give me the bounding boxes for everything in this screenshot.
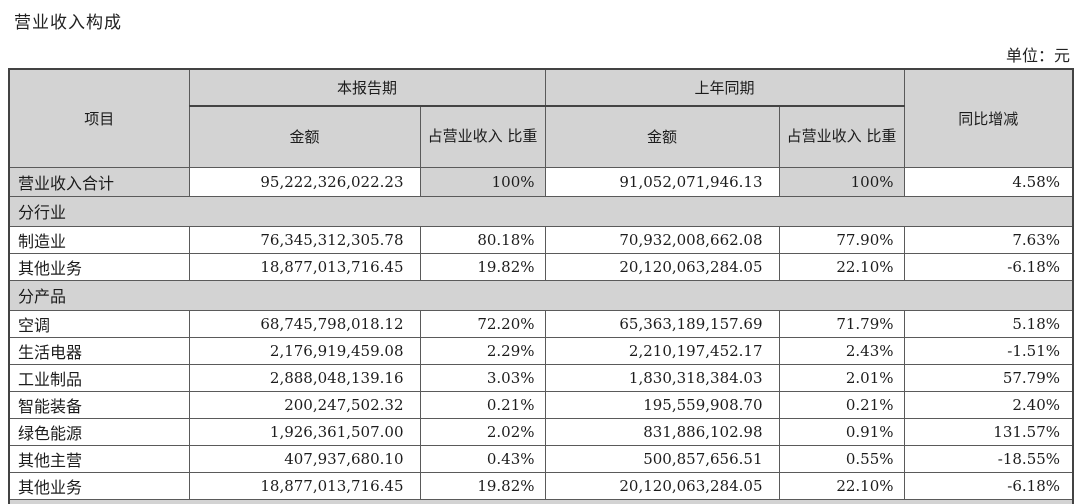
yoy-cell: 4.58% [903, 166, 1074, 197]
table-row: 绿色能源 1,926,361,507.00 2.02% 831,886,102.98 0… [8, 417, 1074, 446]
table-row: 制造业 76,345,312,305.78 80.18% 70,932,008,662… [8, 225, 1074, 254]
current-pct-cell: 80.18% [419, 225, 546, 254]
yoy-cell: 57.79% [903, 363, 1074, 392]
table-row: 其他业务 18,877,013,716.45 19.82% 20,120,063,28… [8, 471, 1074, 500]
current-pct-cell: 19.82% [419, 252, 546, 281]
yoy-cell: -6.18% [903, 471, 1074, 500]
section-label [8, 498, 1074, 504]
section-row: 分产品 [8, 279, 1074, 311]
unit-label: 单位：元 [1005, 46, 1070, 65]
prior-pct-cell: 2.01% [778, 363, 905, 392]
current-amount-cell: 200,247,502.32 [188, 390, 421, 419]
prior-amount-cell: 1,830,318,384.03 [544, 363, 780, 392]
row-label: 其他业务 [8, 252, 190, 281]
header-item: 项目 [8, 68, 190, 168]
section-row [8, 498, 1074, 504]
current-pct-cell: 100% [419, 166, 546, 197]
header-row-sub: 金额 占营业收入 比重 金额 占营业收入 比重 [9, 105, 1073, 168]
row-label: 制造业 [8, 225, 190, 254]
row-label: 营业收入合计 [8, 166, 190, 197]
table-header: 项目 本报告期 上年同期 同比增减 金额 占营业收入 比重 金额 占营业收入 比… [8, 68, 1074, 168]
prior-pct-cell: 100% [778, 166, 905, 197]
yoy-cell: 5.18% [903, 309, 1074, 338]
header-prior-period: 上年同期 [544, 68, 905, 107]
current-pct-cell: 72.20% [419, 309, 546, 338]
page-title: 营业收入构成 [14, 13, 122, 33]
current-amount-cell: 76,345,312,305.78 [188, 225, 421, 254]
current-pct-cell: 2.02% [419, 417, 546, 446]
row-label: 其他主营 [8, 444, 190, 473]
table-row: 生活电器 2,176,919,459.08 2.29% 2,210,197,452.1… [8, 336, 1074, 365]
prior-amount-cell: 831,886,102.98 [544, 417, 780, 446]
row-label: 其他业务 [8, 471, 190, 500]
current-amount-cell: 1,926,361,507.00 [188, 417, 421, 446]
prior-pct-cell: 71.79% [778, 309, 905, 338]
current-pct-cell: 19.82% [419, 471, 546, 500]
header-pct-current: 占营业收入 比重 [419, 105, 546, 168]
yoy-cell: -18.55% [903, 444, 1074, 473]
table-row: 空调 68,745,798,018.12 72.20% 65,363,189,157.… [8, 309, 1074, 338]
yoy-cell: -1.51% [903, 336, 1074, 365]
prior-pct-cell: 22.10% [778, 252, 905, 281]
table-row: 智能装备 200,247,502.32 0.21% 195,559,908.70 0.2… [8, 390, 1074, 419]
row-label: 生活电器 [8, 336, 190, 365]
current-amount-cell: 407,937,680.10 [188, 444, 421, 473]
yoy-cell: -6.18% [903, 252, 1074, 281]
header-amount-current: 金额 [188, 105, 421, 168]
revenue-composition-table: 项目 本报告期 上年同期 同比增减 金额 占营业收入 比重 金额 占营业收入 比… [8, 68, 1075, 504]
prior-amount-cell: 500,857,656.51 [544, 444, 780, 473]
current-amount-cell: 95,222,326,022.23 [188, 166, 421, 197]
current-amount-cell: 68,745,798,018.12 [188, 309, 421, 338]
yoy-cell: 7.63% [903, 225, 1074, 254]
prior-amount-cell: 70,932,008,662.08 [544, 225, 780, 254]
prior-amount-cell: 2,210,197,452.17 [544, 336, 780, 365]
section-row: 分行业 [8, 195, 1074, 227]
row-label: 智能装备 [8, 390, 190, 419]
current-amount-cell: 2,888,048,139.16 [188, 363, 421, 392]
prior-amount-cell: 195,559,908.70 [544, 390, 780, 419]
prior-amount-cell: 65,363,189,157.69 [544, 309, 780, 338]
table-row: 其他主营 407,937,680.10 0.43% 500,857,656.51 0.5… [8, 444, 1074, 473]
row-label: 绿色能源 [8, 417, 190, 446]
header-row-top: 项目 本报告期 上年同期 同比增减 [8, 68, 1074, 168]
table-body: 营业收入合计 95,222,326,022.23 100% 91,052,071,94… [8, 166, 1074, 504]
prior-amount-cell: 91,052,071,946.13 [544, 166, 780, 197]
header-pct-prior: 占营业收入 比重 [778, 105, 905, 168]
prior-pct-cell: 0.91% [778, 417, 905, 446]
current-amount-cell: 18,877,013,716.45 [188, 471, 421, 500]
prior-pct-cell: 22.10% [778, 471, 905, 500]
table-row: 营业收入合计 95,222,326,022.23 100% 91,052,071,94… [8, 166, 1074, 197]
current-pct-cell: 2.29% [419, 336, 546, 365]
table-row: 其他业务 18,877,013,716.45 19.82% 20,120,063,28… [8, 252, 1074, 281]
prior-pct-cell: 0.55% [778, 444, 905, 473]
prior-pct-cell: 2.43% [778, 336, 905, 365]
yoy-cell: 131.57% [903, 417, 1074, 446]
prior-amount-cell: 20,120,063,284.05 [544, 252, 780, 281]
current-amount-cell: 2,176,919,459.08 [188, 336, 421, 365]
section-label: 分行业 [8, 195, 1074, 227]
header-yoy-change: 同比增减 [903, 68, 1074, 168]
current-amount-cell: 18,877,013,716.45 [188, 252, 421, 281]
current-pct-cell: 3.03% [419, 363, 546, 392]
prior-pct-cell: 0.21% [778, 390, 905, 419]
header-amount-prior: 金额 [544, 105, 780, 168]
prior-pct-cell: 77.90% [778, 225, 905, 254]
prior-amount-cell: 20,120,063,284.05 [544, 471, 780, 500]
row-label: 空调 [8, 309, 190, 338]
current-pct-cell: 0.21% [419, 390, 546, 419]
row-label: 工业制品 [8, 363, 190, 392]
table-row: 工业制品 2,888,048,139.16 3.03% 1,830,318,384.0… [8, 363, 1074, 392]
yoy-cell: 2.40% [903, 390, 1074, 419]
section-label: 分产品 [8, 279, 1074, 311]
current-pct-cell: 0.43% [419, 444, 546, 473]
header-current-period: 本报告期 [188, 68, 546, 107]
